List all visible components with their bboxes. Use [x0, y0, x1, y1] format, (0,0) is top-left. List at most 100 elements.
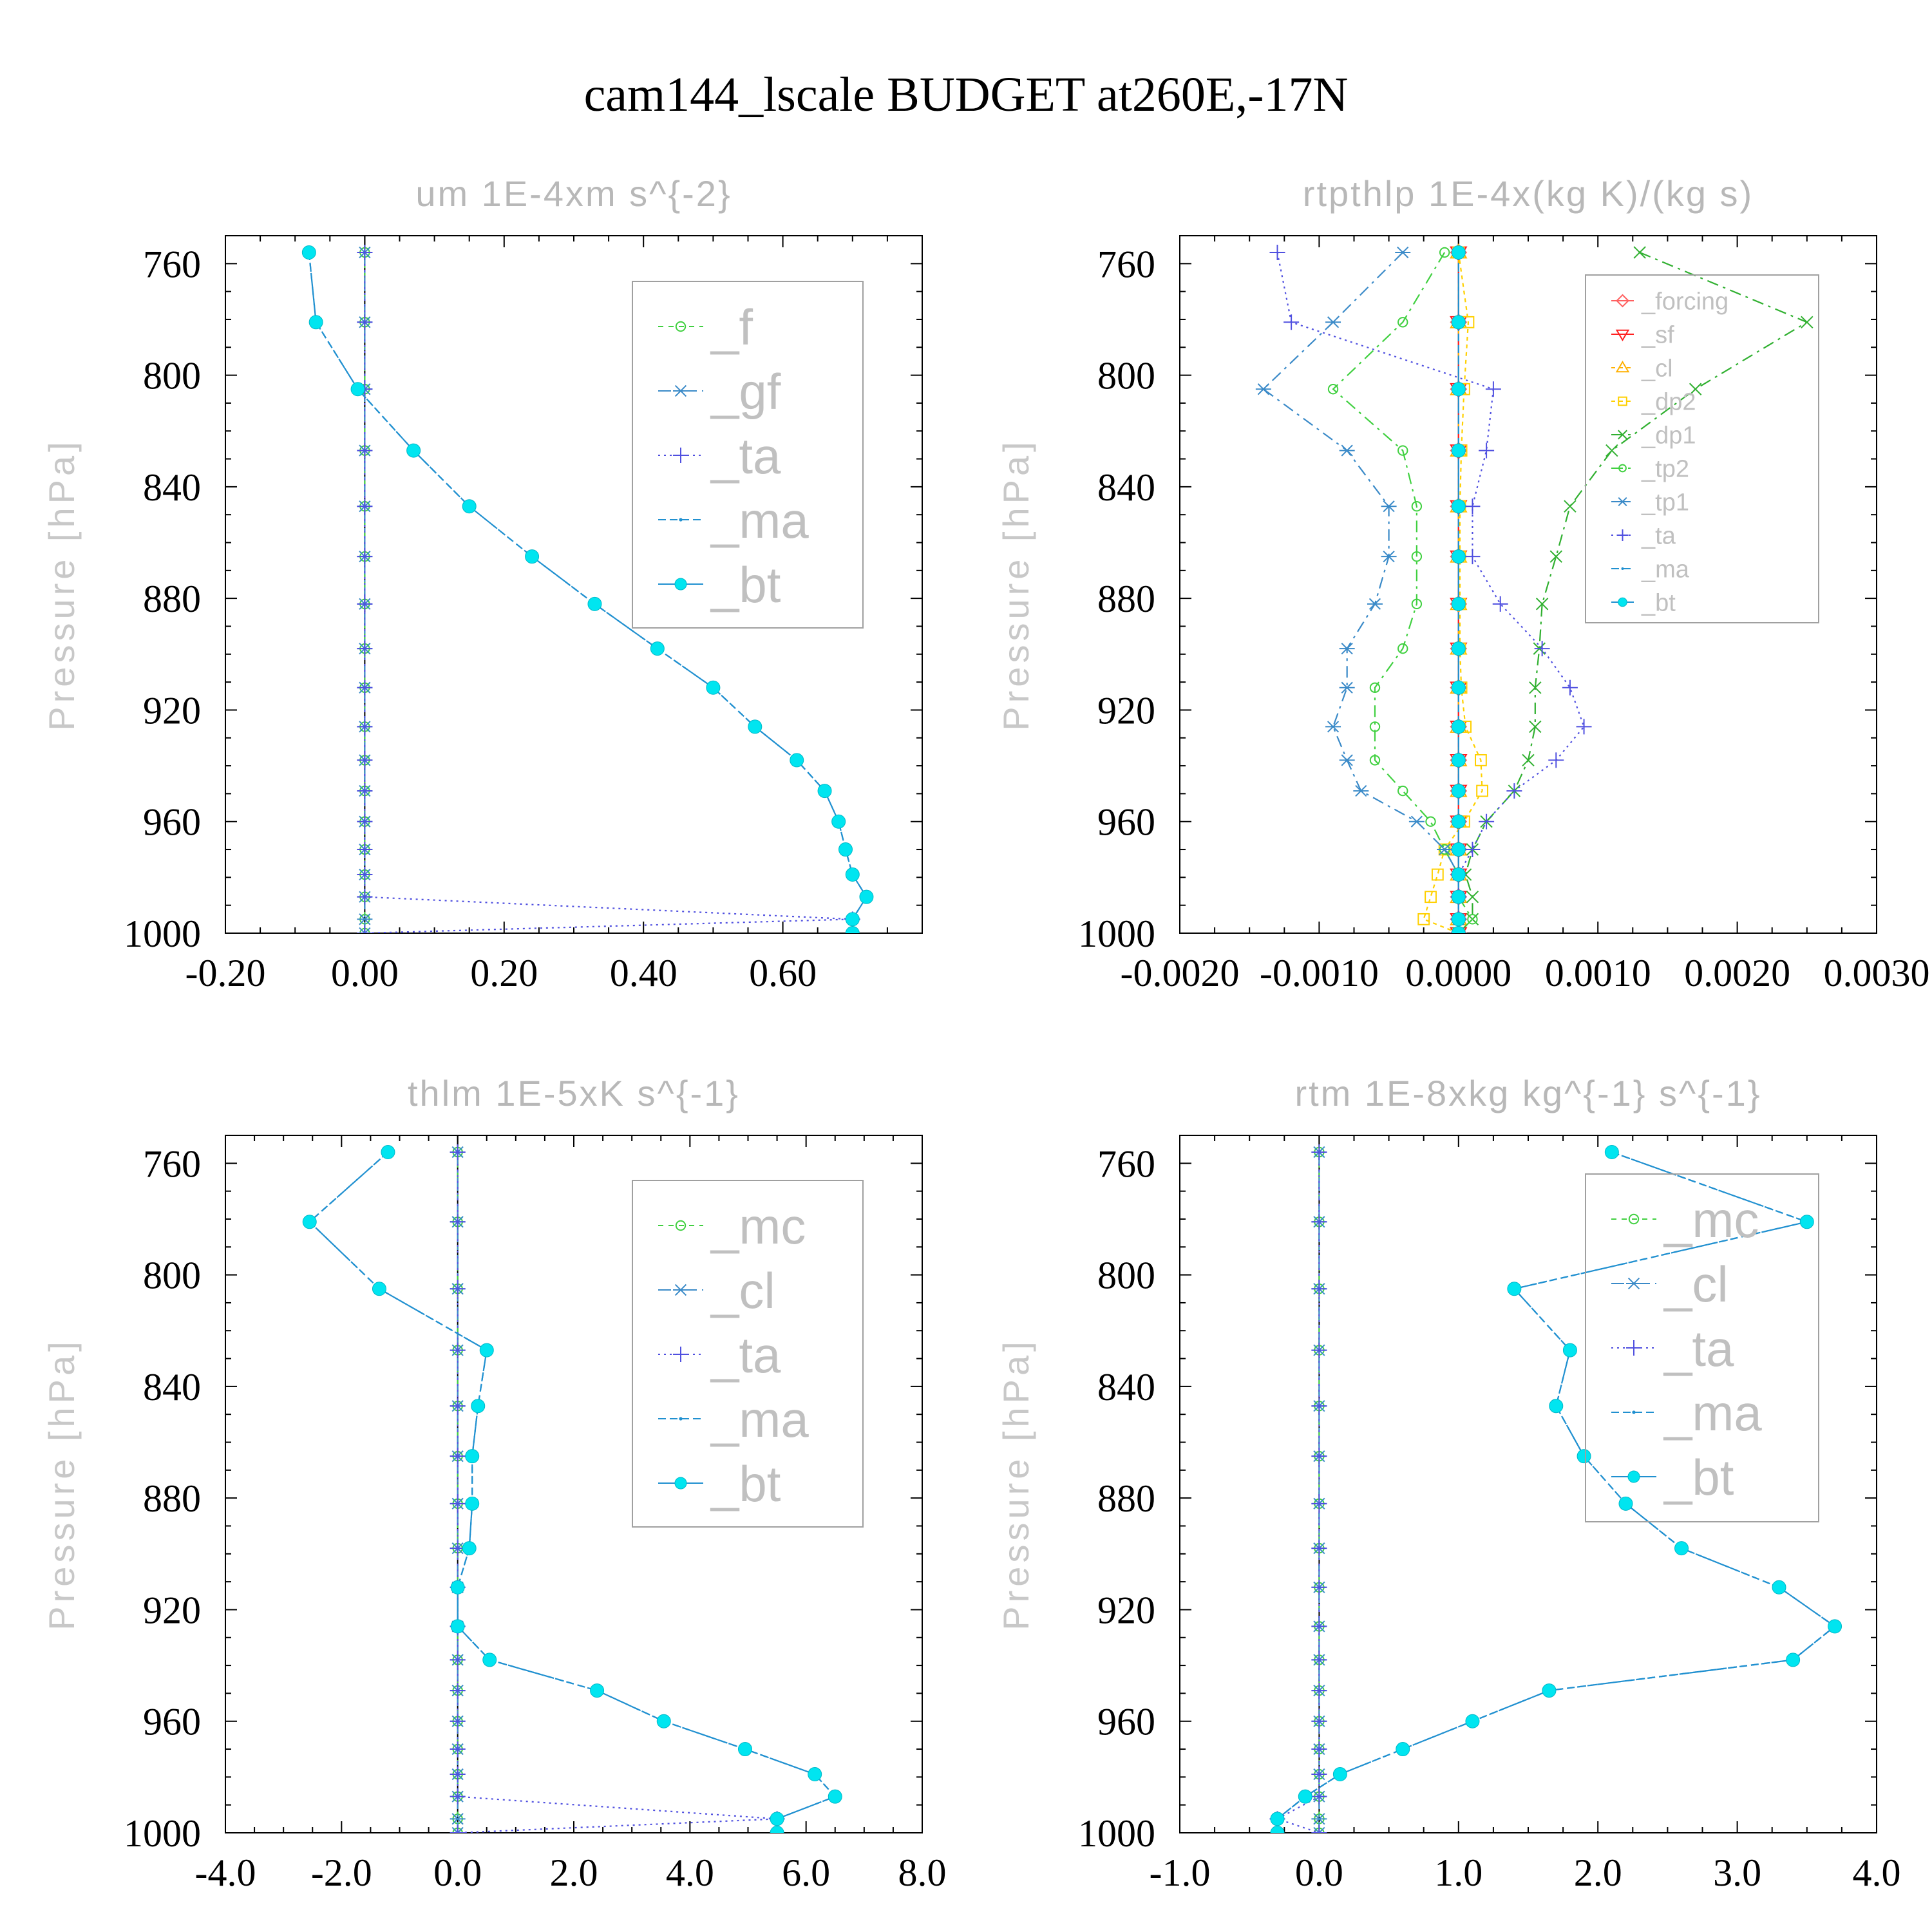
data-point [1397, 643, 1408, 654]
y-tick-label: 800 [1097, 355, 1155, 397]
data-point [1311, 1342, 1327, 1358]
data-point [1369, 682, 1381, 693]
data-point [1437, 843, 1453, 856]
y-tick-label: 840 [1097, 466, 1155, 509]
x-tick-label: 0.60 [749, 952, 817, 994]
data-point [450, 1826, 466, 1833]
data-point [1529, 720, 1542, 734]
data-point [1311, 1398, 1327, 1414]
x-tick-label: -0.20 [185, 952, 266, 994]
legend-label: _cl [710, 1262, 775, 1319]
data-point [357, 442, 373, 459]
x-tick-label: -0.0010 [1260, 952, 1379, 994]
data-point [1311, 1214, 1327, 1230]
data-point [1605, 444, 1618, 457]
x-tick-label: 3.0 [1713, 1852, 1761, 1894]
data-point [450, 1448, 466, 1464]
legend-marker [673, 1347, 688, 1362]
data-point [845, 926, 860, 933]
legend-label: _dp1 [1641, 422, 1696, 450]
data-point [450, 1683, 466, 1699]
data-point [845, 867, 860, 882]
y-tick-label: 800 [143, 355, 201, 397]
data-point [1618, 1496, 1633, 1511]
data-point [462, 499, 477, 514]
legend-marker [1616, 294, 1629, 308]
data-point [1451, 889, 1466, 904]
data-point [1465, 1714, 1480, 1728]
data-point [845, 912, 860, 927]
data-point [1549, 550, 1562, 563]
legend-marker [673, 1283, 688, 1296]
series-line-bt [308, 252, 867, 933]
x-tick-label: -1.0 [1150, 1852, 1211, 1894]
legend-label: _ma [710, 1391, 809, 1448]
data-point [1451, 680, 1466, 695]
data-point [770, 1826, 784, 1833]
legend-marker [673, 384, 688, 397]
data-point [1339, 444, 1355, 457]
data-point [1298, 1789, 1312, 1804]
data-point [590, 1683, 605, 1698]
data-point [357, 498, 373, 515]
data-point [1466, 890, 1479, 904]
y-axis-label: Pressure [hPa] [41, 1338, 82, 1630]
data-point [1604, 1144, 1619, 1159]
series-line-tp1 [1262, 252, 1459, 933]
data-point [1411, 598, 1423, 610]
legend-box [1585, 1173, 1819, 1522]
plot-frame [225, 1135, 923, 1833]
data-point [1339, 754, 1355, 766]
data-point [1283, 314, 1300, 330]
data-point [1786, 1653, 1801, 1667]
data-point [656, 1714, 671, 1728]
legend-label: _ma [710, 492, 809, 549]
data-point [1311, 1741, 1327, 1757]
data-point [1439, 247, 1450, 258]
legend: _forcing _sf _cl _dp2 _dp1 _tp2 _tp1 _ta _ma _bt [1585, 274, 1819, 623]
data-point [1367, 598, 1383, 610]
data-point [650, 641, 665, 656]
data-point [1311, 1826, 1327, 1833]
legend: _mc _cl _ta _ma _bt [632, 1180, 864, 1528]
data-point [1311, 1713, 1327, 1729]
series-group [1269, 1144, 1842, 1833]
data-point [1506, 783, 1522, 799]
data-point [1431, 868, 1444, 881]
data-point [1311, 1540, 1327, 1557]
y-tick-label: 1000 [124, 1812, 201, 1855]
legend-marker [673, 448, 688, 463]
data-point [302, 1215, 317, 1229]
data-point [1311, 1144, 1327, 1160]
data-point [450, 1398, 466, 1414]
data-point [301, 245, 316, 260]
data-point [450, 1342, 466, 1358]
data-point [482, 1653, 497, 1667]
data-point [357, 596, 373, 612]
y-axis-label: Pressure [hPa] [41, 438, 82, 730]
data-point [1633, 246, 1646, 259]
data-point [479, 1343, 494, 1358]
data-point [1411, 501, 1423, 512]
legend-marker [1616, 497, 1629, 507]
data-point [1425, 816, 1436, 827]
plot-frame [1179, 235, 1877, 934]
legend-marker [674, 1477, 687, 1490]
data-point [450, 1144, 466, 1160]
data-point [1425, 891, 1437, 904]
data-point [1417, 913, 1430, 925]
data-point [1549, 1399, 1564, 1414]
data-point [1535, 598, 1549, 611]
data-point [450, 1652, 466, 1668]
data-point [450, 1214, 466, 1230]
data-point [1411, 551, 1423, 562]
data-point [817, 784, 832, 799]
data-point [357, 244, 373, 260]
data-point [1311, 1825, 1327, 1833]
x-tick-label: 6.0 [782, 1852, 830, 1894]
data-point [1381, 500, 1397, 513]
data-point [450, 1619, 465, 1634]
plot-frame [225, 235, 923, 934]
data-point [1475, 754, 1487, 766]
data-point [1451, 842, 1466, 857]
